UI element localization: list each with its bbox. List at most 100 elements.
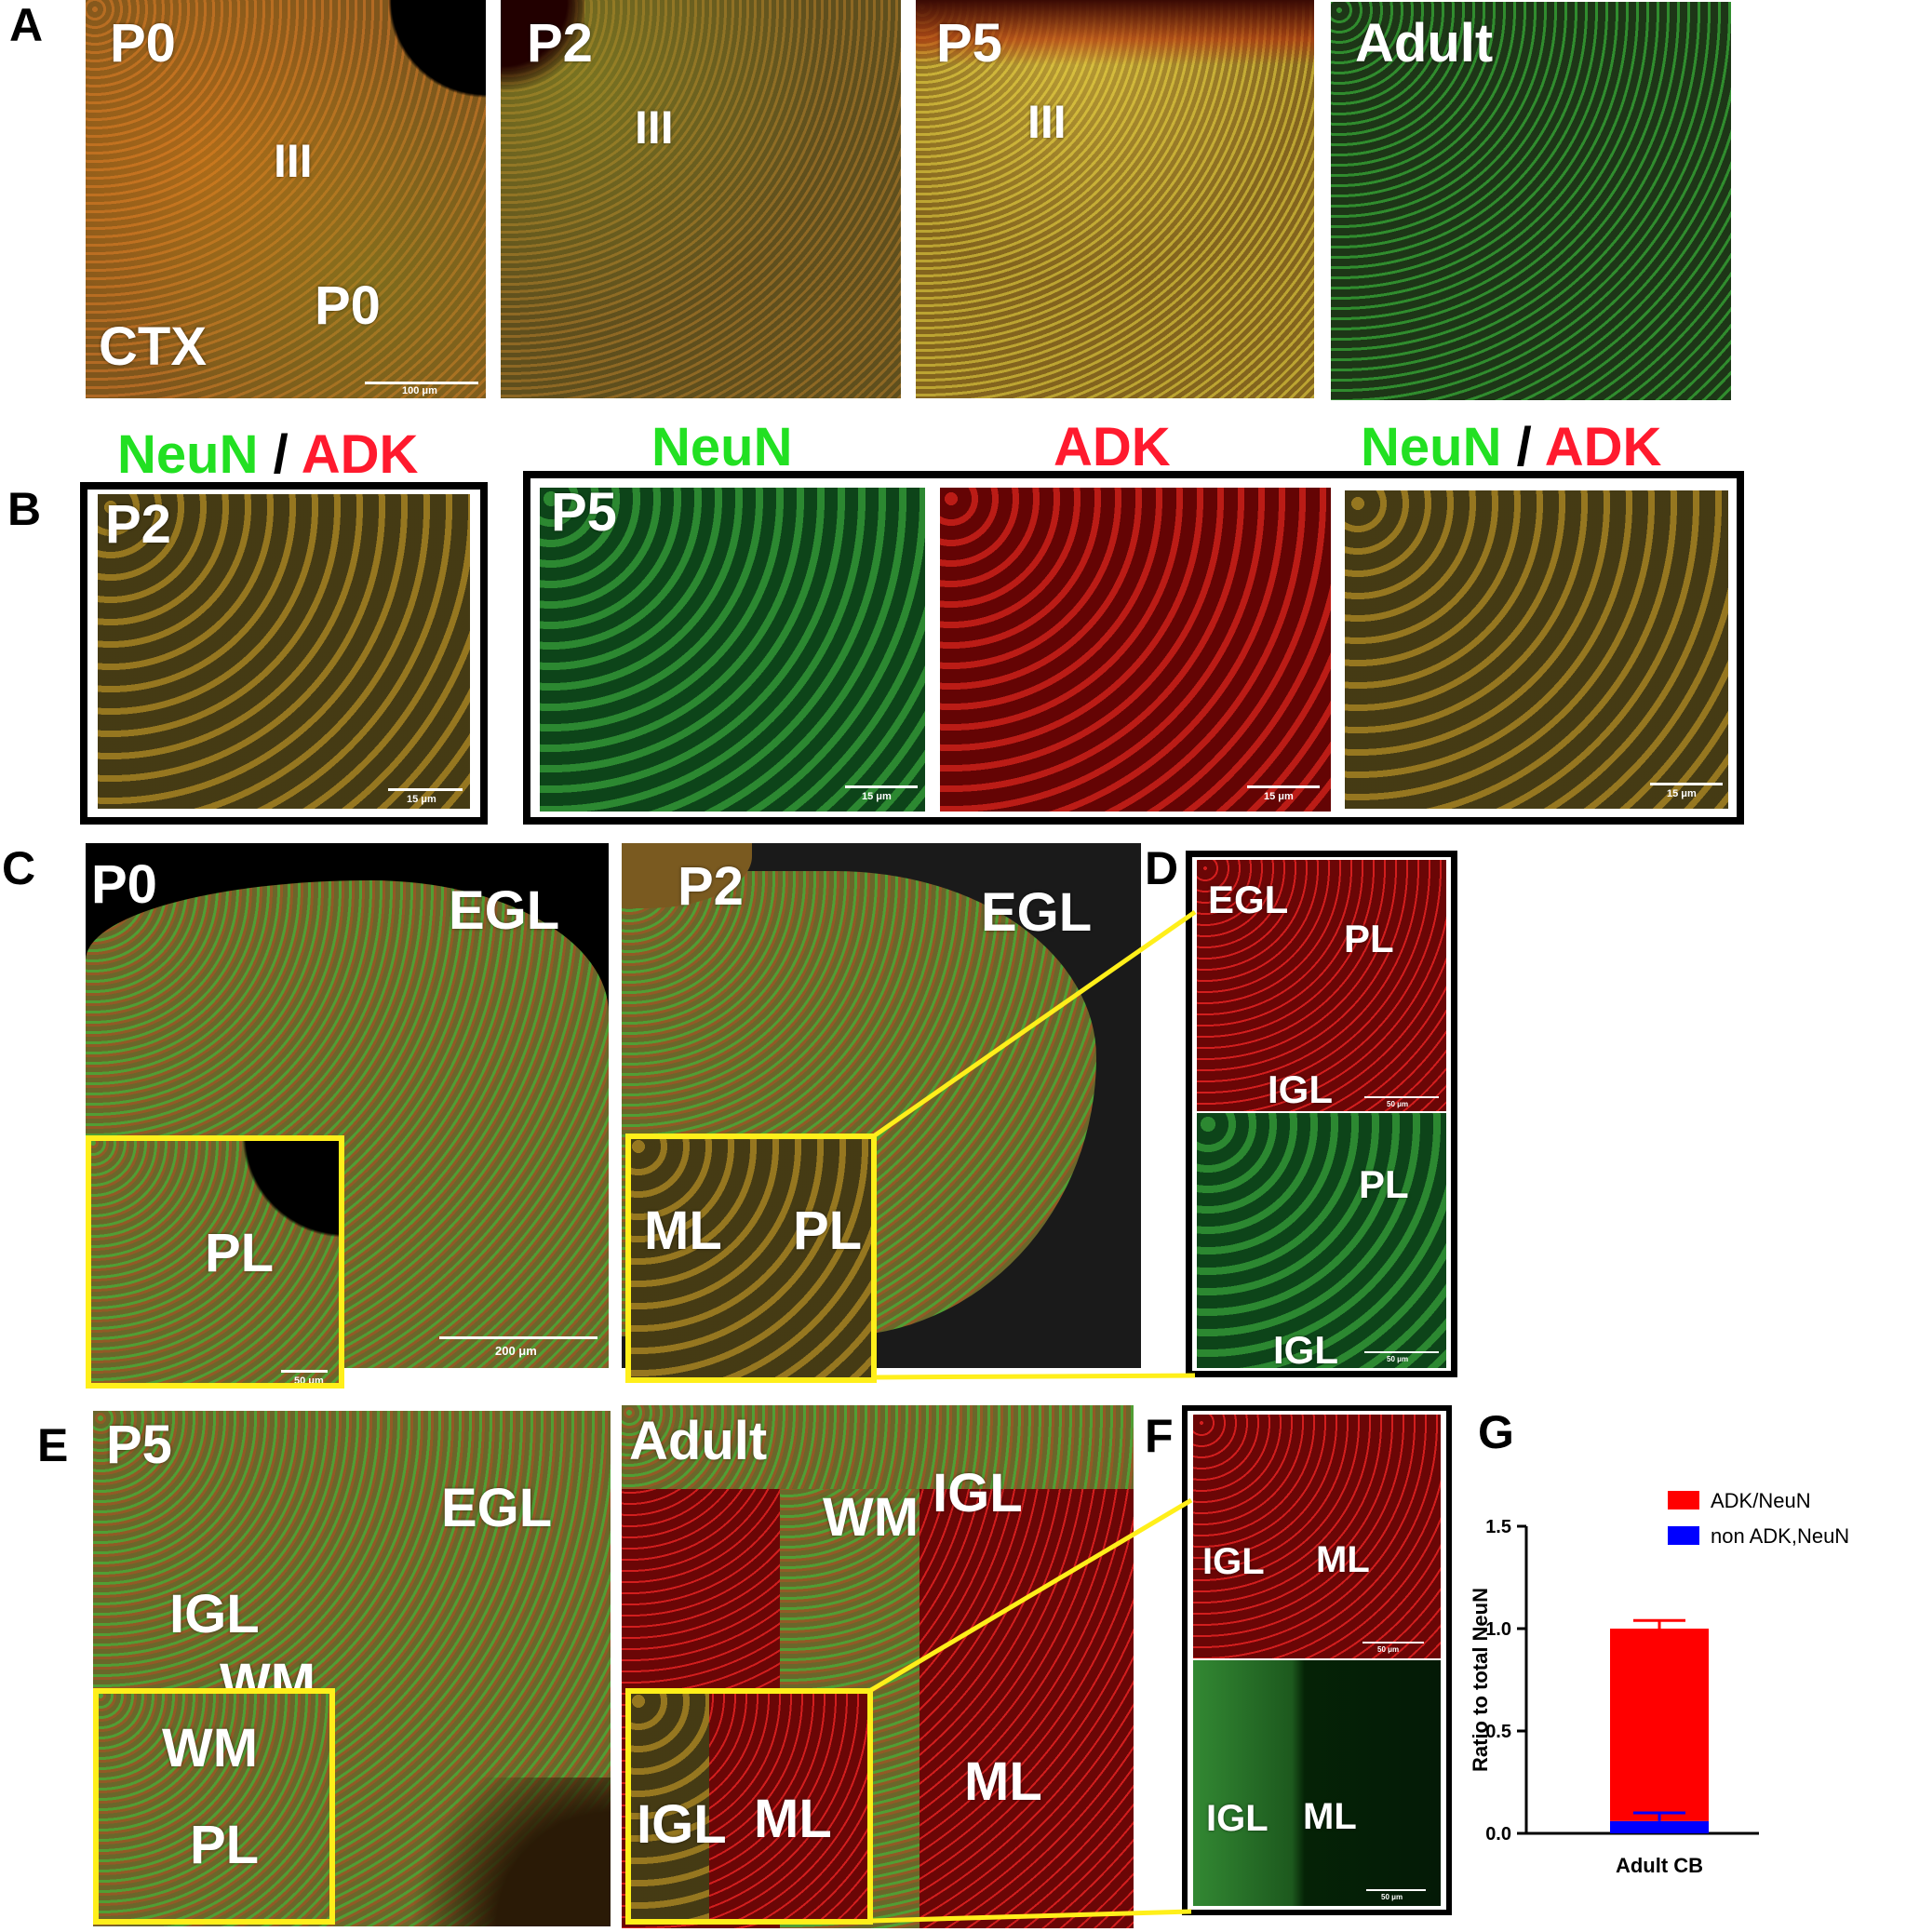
label-e-igl-adult: IGL xyxy=(933,1463,1023,1523)
header-b-left: NeuN / ADK xyxy=(117,428,418,482)
micrograph-a-p2: P2 III xyxy=(501,0,901,398)
scale-text-d-top: 50 μm xyxy=(1387,1100,1409,1108)
scale-bar-c-50 xyxy=(281,1370,328,1373)
legend-label-1: non ADK,NeuN xyxy=(1711,1524,1849,1548)
label-a-p5-iii: III xyxy=(1027,96,1067,148)
label-e-ml-inset: ML xyxy=(754,1789,832,1849)
scale-bar-b-p2 xyxy=(388,788,463,791)
y-axis-label: Ratio to total NeuN xyxy=(1469,1588,1492,1772)
scale-bar-f-bottom xyxy=(1366,1889,1426,1891)
scale-bar-d-bottom xyxy=(1364,1351,1439,1353)
label-e-igl: IGL xyxy=(169,1584,260,1644)
scale-bar-d-top xyxy=(1364,1096,1439,1098)
label-a-p0-inner: P0 xyxy=(315,275,381,336)
label-c-egl-p2: EGL xyxy=(981,882,1093,943)
label-c-ml-inset: ML xyxy=(644,1201,722,1261)
label-e-adult: Adult xyxy=(629,1411,768,1471)
label-f-igl-top: IGL xyxy=(1202,1541,1265,1582)
legend-swatch-1 xyxy=(1668,1526,1699,1545)
chart-g: 0.0 0.5 1.0 1.5 Ratio to total NeuN Adult CB A… xyxy=(1469,1489,1849,1877)
bar-non-adk xyxy=(1610,1820,1709,1833)
header-b-left-neun: NeuN xyxy=(117,424,259,485)
micrograph-b-p5-adk: 15 μm xyxy=(940,488,1331,812)
header-b-right-adk: ADK xyxy=(1544,417,1662,477)
label-b-p2: P2 xyxy=(105,494,171,555)
inset-e-p5: WM PL xyxy=(93,1688,335,1925)
y-tick-label: 0.0 xyxy=(1485,1824,1511,1845)
label-f-ml-bottom: ML xyxy=(1303,1796,1357,1837)
label-e-p5: P5 xyxy=(106,1415,172,1475)
scale-bar-b-adk xyxy=(1247,785,1320,788)
label-e-wm-inset: WM xyxy=(162,1718,259,1778)
inset-e-adult: IGL ML xyxy=(625,1688,873,1925)
label-d-egl: EGL xyxy=(1208,878,1289,921)
label-f-igl-bottom: IGL xyxy=(1206,1798,1268,1839)
label-a-p0: P0 xyxy=(110,13,176,74)
label-c-p2: P2 xyxy=(678,856,744,917)
frame-b-p2 xyxy=(80,482,488,825)
connector-f-bottom xyxy=(870,1909,1192,1924)
panel-letter-e: E xyxy=(37,1419,69,1471)
micrograph-f-adk: IGL ML 50 μm xyxy=(1193,1415,1441,1658)
scale-bar-b-neun xyxy=(845,785,918,788)
scale-text-b-merge: 15 μm xyxy=(1667,788,1697,799)
label-e-pl-inset: PL xyxy=(190,1815,260,1875)
header-b-right: NeuN / ADK xyxy=(1361,421,1661,475)
label-c-p0: P0 xyxy=(91,854,157,915)
inset-box-e-p5 xyxy=(93,1688,335,1925)
micrograph-d-neun: PL IGL 50 μm xyxy=(1197,1113,1446,1368)
label-b-p5: P5 xyxy=(551,488,617,543)
label-c-pl-inset-p2: PL xyxy=(793,1201,863,1261)
panel-letter-d: D xyxy=(1145,842,1179,894)
frame-f xyxy=(1182,1405,1452,1915)
scale-bar-c-200 xyxy=(439,1336,597,1339)
header-b-right-neun: NeuN xyxy=(1361,417,1502,477)
scale-text-a: 100 μm xyxy=(402,385,437,396)
scale-text-f-top: 50 μm xyxy=(1377,1645,1400,1654)
header-b-adk: ADK xyxy=(1054,417,1171,477)
micrograph-a-adult: Adult xyxy=(1331,2,1731,400)
micrograph-b-p5-neun: P5 15 μm xyxy=(540,488,925,812)
label-d-pl-top: PL xyxy=(1344,917,1394,960)
micrograph-f-neun: IGL ML 50 μm xyxy=(1193,1660,1441,1906)
scale-text-c-200: 200 μm xyxy=(495,1344,537,1358)
frame-d xyxy=(1186,851,1457,1377)
scale-bar-f-top xyxy=(1362,1642,1424,1644)
connector-d-bottom xyxy=(874,1373,1196,1380)
micrograph-a-p5: P5 III xyxy=(916,0,1314,398)
label-a-p2-iii: III xyxy=(635,101,674,154)
scale-bar-b-merge xyxy=(1650,783,1723,785)
micrograph-e-adult: Adult WM IGL ML xyxy=(622,1405,1134,1928)
label-d-pl-bottom: PL xyxy=(1359,1162,1409,1206)
micrograph-b-p5-merge: 15 μm xyxy=(1342,488,1731,812)
bar-adk xyxy=(1610,1629,1709,1821)
label-a-ctx: CTX xyxy=(99,316,207,377)
connector-d-top xyxy=(873,909,1197,1138)
header-b-neun: NeuN xyxy=(651,417,793,477)
inset-box-c-p2 xyxy=(625,1134,877,1383)
scale-text-f-bottom: 50 μm xyxy=(1381,1893,1403,1901)
panel-letter-c: C xyxy=(2,842,36,894)
micrograph-a-p0: P0 III P0 CTX 100 μm xyxy=(86,0,486,398)
panel-letter-a: A xyxy=(9,0,44,51)
inset-box-e-adult xyxy=(625,1688,873,1925)
label-c-pl-inset: PL xyxy=(205,1223,275,1283)
label-d-igl-bottom: IGL xyxy=(1273,1328,1338,1369)
label-c-egl-p0: EGL xyxy=(449,880,560,941)
panel-letter-f: F xyxy=(1145,1410,1174,1462)
inset-c-p0: PL 50 μm xyxy=(86,1135,344,1389)
y-tick-label: 0.5 xyxy=(1485,1722,1511,1742)
label-e-wm-adult: WM xyxy=(823,1487,919,1548)
scale-text-d-bottom: 50 μm xyxy=(1387,1355,1409,1363)
header-b-left-adk: ADK xyxy=(301,424,419,485)
label-f-ml-top: ML xyxy=(1316,1539,1370,1580)
connector-f-top xyxy=(869,1497,1193,1693)
label-a-p5: P5 xyxy=(936,13,1002,74)
y-tick-label: 1.0 xyxy=(1485,1619,1511,1640)
y-tick-label: 1.5 xyxy=(1485,1517,1511,1537)
micrograph-b-p2: P2 15 μm xyxy=(95,491,473,812)
label-e-igl-inset: IGL xyxy=(637,1794,727,1855)
header-b-left-slash: / xyxy=(273,424,289,485)
label-a-p0-iii: III xyxy=(274,135,313,187)
